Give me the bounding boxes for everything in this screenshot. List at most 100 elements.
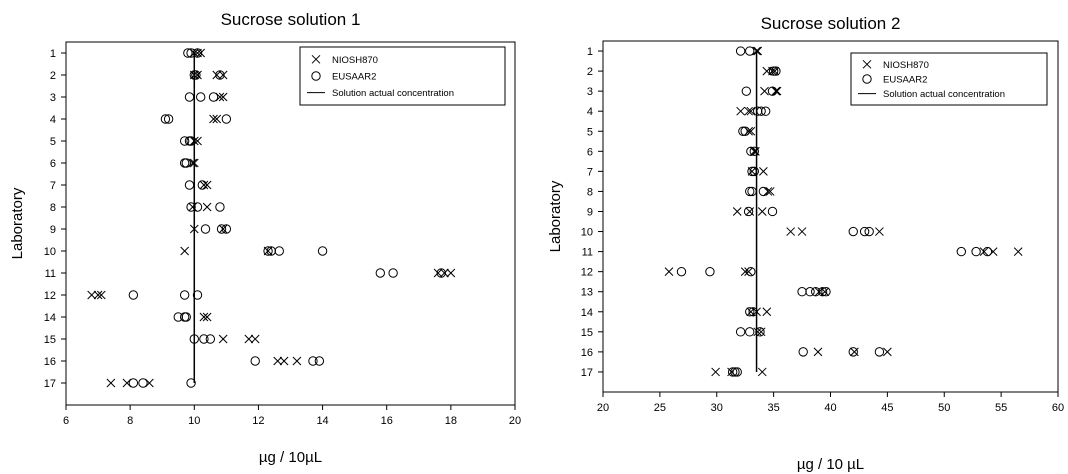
data-point-x [765, 187, 775, 196]
data-point-x [753, 46, 763, 56]
y-tick-label: 9 [587, 206, 593, 218]
data-point-x [244, 334, 254, 344]
data-point-o [746, 266, 756, 277]
data-point-o [817, 287, 828, 297]
data-point-o [184, 180, 195, 190]
data-point-o [821, 287, 831, 297]
data-point-o [740, 126, 750, 136]
data-point-x [760, 86, 769, 96]
data-point-x [744, 106, 753, 116]
y-tick-label: 1 [587, 46, 593, 58]
x-tick-label: 25 [654, 402, 666, 414]
x-tick-label: 40 [824, 402, 836, 414]
data-point-x [218, 92, 228, 102]
data-point-o [749, 146, 759, 157]
legend-eusaar2: EUSAAR2 [332, 72, 376, 83]
data-point-x [1013, 247, 1023, 256]
data-point-o [215, 70, 225, 80]
data-point-o [768, 66, 779, 76]
data-point-o [798, 347, 808, 357]
y-axis-label: Laboratory [9, 187, 26, 259]
data-point-x [196, 48, 206, 58]
data-point-x [212, 70, 222, 80]
data-point-o [848, 347, 858, 357]
data-point-o [317, 246, 328, 256]
data-point-o [732, 367, 742, 377]
data-point-o [747, 166, 757, 177]
data-point-x [93, 290, 103, 300]
x-tick-label: 8 [127, 415, 133, 427]
data-point-o [205, 334, 216, 344]
data-point-o [848, 226, 858, 237]
data-point-x [199, 312, 209, 322]
data-point-o [758, 186, 769, 197]
data-point-o [805, 287, 815, 297]
legend-eusaar2: EUSAAR2 [883, 75, 927, 86]
data-point-x [752, 307, 761, 317]
series-eusaar2 [676, 46, 993, 377]
data-point-x [218, 224, 228, 234]
data-point-o [756, 106, 766, 116]
y-tick-label: 2 [587, 66, 593, 78]
data-point-o [864, 226, 874, 237]
legend-niosh870: NIOSH870 [332, 55, 378, 66]
data-point-o [859, 226, 870, 237]
data-point-o [738, 126, 748, 136]
data-point-o [186, 136, 196, 146]
data-point-o [128, 290, 139, 300]
y-tick-label: 8 [50, 202, 56, 214]
y-tick-label: 3 [50, 92, 56, 104]
data-point-o [982, 246, 993, 257]
data-point-x [752, 46, 761, 56]
data-point-x [189, 136, 199, 146]
data-point-x [96, 290, 106, 300]
y-tick-label: 15 [581, 327, 593, 339]
plot-frame [65, 41, 516, 406]
data-point-x [883, 347, 892, 357]
data-point-x [87, 290, 97, 300]
data-point-x [209, 114, 218, 124]
y-tick-label: 6 [50, 158, 56, 170]
data-point-o [263, 246, 273, 256]
x-tick-label: 20 [509, 415, 521, 427]
data-point-o [183, 48, 193, 58]
data-point-o [221, 114, 232, 124]
chart-title: Sucrose solution 1 [221, 10, 361, 29]
y-tick-label: 11 [582, 247, 593, 259]
data-point-o [192, 290, 203, 300]
data-point-x [106, 378, 116, 388]
y-tick-label: 12 [44, 290, 56, 302]
data-point-o [767, 86, 778, 96]
data-point-o [215, 202, 225, 212]
data-point-o [811, 287, 821, 297]
data-point-o [735, 46, 746, 56]
y-tick-label: 6 [587, 146, 593, 158]
data-point-o [971, 246, 981, 257]
data-point-o [163, 114, 174, 124]
data-point-x [771, 86, 781, 96]
legend-niosh870: NIOSH870 [883, 60, 929, 71]
legend-o-marker [311, 71, 321, 81]
data-point-x [736, 106, 745, 116]
series-eusaar2 [128, 48, 446, 388]
y-axis-label: Laboratory [547, 180, 564, 252]
legend: NIOSH870 EUSAAR2 Solution actual concentra… [850, 52, 1048, 106]
data-point-o [375, 268, 385, 278]
data-point-x [786, 227, 796, 236]
data-point-o [191, 70, 201, 80]
y-tick-label: 11 [45, 268, 56, 280]
data-point-o [200, 224, 211, 234]
data-point-x [188, 202, 198, 212]
data-point-o [196, 92, 206, 102]
y-tick-label: 14 [581, 307, 593, 319]
data-point-o [748, 307, 758, 317]
data-point-o [745, 307, 755, 317]
data-point-o [705, 266, 715, 277]
data-point-o [436, 268, 446, 278]
data-point-x [202, 202, 212, 212]
x-tick-label: 16 [381, 415, 393, 427]
chart-sucrose-solution-2: Sucrose solution 220 25 30 35 40 45 50 55 601234… [547, 14, 1064, 473]
data-point-x [813, 347, 823, 357]
data-point-o [189, 334, 199, 344]
y-tick-label: 5 [587, 126, 593, 138]
